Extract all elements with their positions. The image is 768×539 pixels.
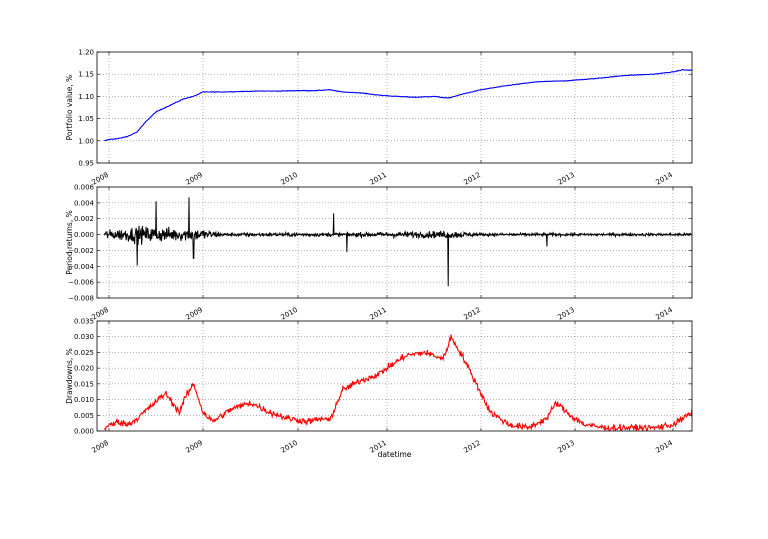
xlabel: datetime [378,450,412,459]
ytick-label: 0.020 [74,365,94,373]
plot-frame [96,186,693,299]
xtick-label: 2013 [557,306,576,322]
ytick-label: 1.15 [78,71,94,79]
xtick-label: 2014 [655,306,675,322]
xtick-label: 2011 [369,171,388,187]
ylabel: Portfolio value, % [65,75,74,141]
xtick-label: 2013 [557,439,576,455]
plot-frame [96,320,693,432]
xtick-label: 2009 [185,306,204,322]
xtick-label: 2014 [655,171,675,187]
ytick-label: 0.000 [74,428,94,436]
series-line [104,69,692,142]
series-line [103,197,692,287]
xtick-label: 2013 [557,171,576,187]
xtick-label: 2012 [463,171,482,187]
ytick-label: 0.004 [74,199,95,207]
ytick-label: −0.008 [68,295,94,303]
ytick-label: 0.006 [74,184,95,192]
xtick-label: 2009 [185,171,204,187]
xtick-label: 2010 [280,439,299,455]
ytick-label: 0.025 [74,349,94,357]
xtick-label: 2012 [463,306,482,322]
xtick-label: 2009 [185,439,204,455]
ytick-label: 0.002 [74,215,94,223]
xtick-label: 2010 [280,171,299,187]
ytick-label: −0.004 [68,263,94,271]
ytick-label: 1.05 [78,115,94,123]
ytick-label: 1.10 [78,93,94,101]
ytick-label: 0.010 [74,396,94,404]
xtick-label: 2012 [463,439,482,455]
xtick-label: 2014 [655,439,675,455]
ytick-label: 0.005 [74,412,94,420]
ytick-label: 0.030 [74,333,94,341]
ylabel: Period returns, % [65,210,74,275]
xtick-label: 2011 [369,306,388,322]
xtick-label: 2008 [91,439,110,455]
plot-frame [96,51,693,164]
ytick-label: 1.00 [78,137,94,145]
ytick-label: 0.000 [74,231,94,239]
ytick-label: −0.002 [68,247,94,255]
ylabel: Drawdowns, % [65,348,74,404]
ytick-label: 0.95 [78,160,94,168]
ytick-label: 0.015 [74,380,94,388]
ytick-label: −0.006 [68,279,94,287]
series-line [103,334,692,431]
xtick-label: 2010 [280,306,299,322]
ytick-label: 1.20 [78,49,94,57]
ytick-label: 0.035 [74,318,94,326]
